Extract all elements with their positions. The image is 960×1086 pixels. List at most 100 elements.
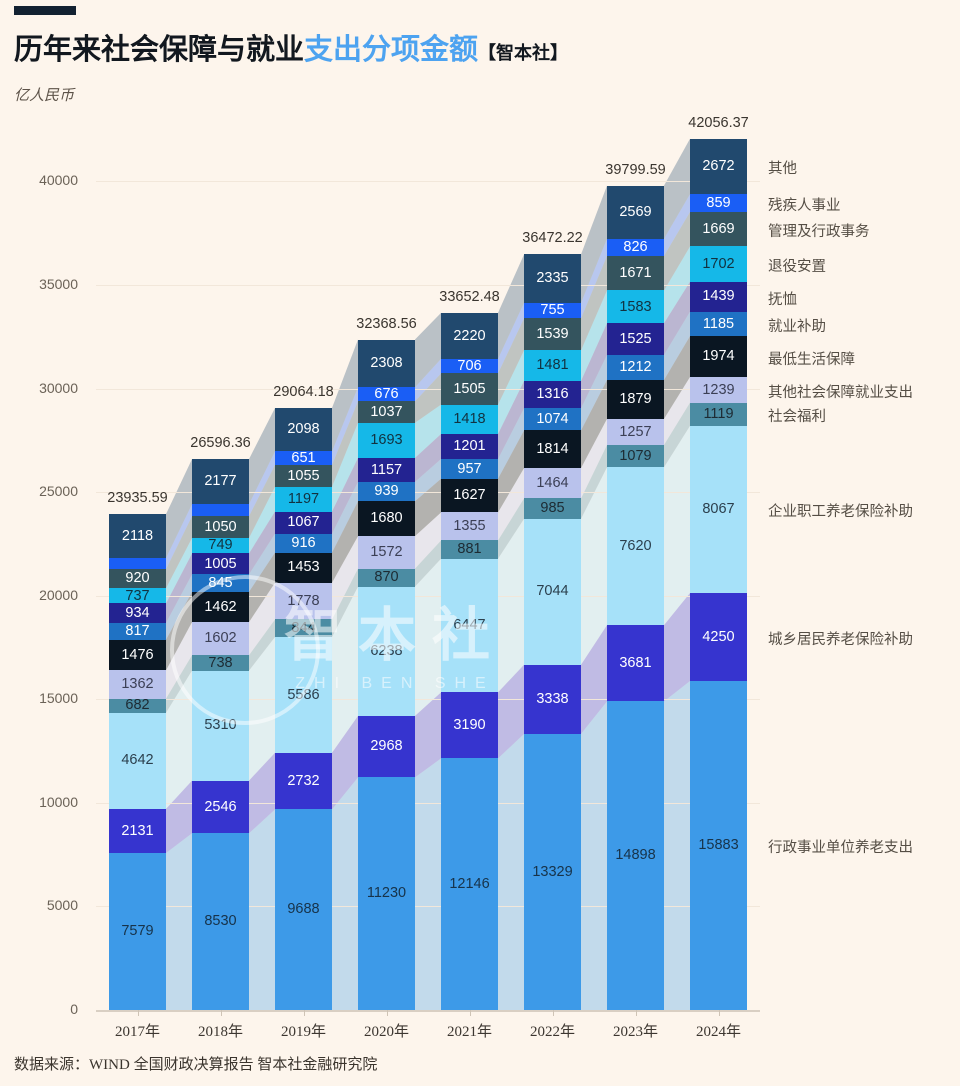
bar-segment[interactable]: 1157: [358, 457, 415, 482]
bar-segment[interactable]: 7044: [524, 518, 581, 665]
bar-segment[interactable]: 676: [358, 387, 415, 402]
bar-segment[interactable]: 817: [109, 622, 166, 640]
bar-segment[interactable]: 870: [358, 568, 415, 587]
bar-segment[interactable]: 1037: [358, 401, 415, 423]
bar-segment[interactable]: 1879: [607, 379, 664, 419]
bar-segment[interactable]: 12146: [441, 758, 498, 1010]
bar-segment[interactable]: 1355: [441, 512, 498, 541]
bar-column[interactable]: 2335 755 1539 1481 1316 1074 1814 1464 985 7044 33…: [524, 254, 581, 1010]
bar-segment[interactable]: 1201: [441, 434, 498, 459]
bar-segment[interactable]: 1185: [690, 311, 747, 337]
bar-segment[interactable]: 1671: [607, 255, 664, 291]
bar-segment[interactable]: 5310: [192, 670, 249, 781]
bar-segment[interactable]: 1702: [690, 246, 747, 282]
bar-segment[interactable]: 5586: [275, 636, 332, 753]
bar-segment[interactable]: 1481: [524, 350, 581, 381]
bar-segment[interactable]: 1439: [690, 281, 747, 312]
bar-segment[interactable]: 1418: [441, 404, 498, 435]
legend-item-3[interactable]: 管理及行政事务: [768, 224, 870, 241]
bar-segment[interactable]: 1005: [192, 553, 249, 575]
bar-segment[interactable]: 2732: [275, 752, 332, 810]
bar-segment[interactable]: 920: [109, 569, 166, 589]
bar-segment[interactable]: 1627: [441, 478, 498, 513]
bar-segment[interactable]: 4250: [690, 592, 747, 681]
bar-segment[interactable]: 4642: [109, 712, 166, 809]
bar-segment[interactable]: 1050: [192, 516, 249, 538]
bar-segment[interactable]: 1453: [275, 552, 332, 583]
bar-segment[interactable]: 682: [109, 698, 166, 713]
bar-segment[interactable]: 2335: [524, 254, 581, 303]
bar-column[interactable]: 2569 826 1671 1583 1525 1212 1879 1257 1079 7620 3…: [607, 185, 664, 1010]
bar-segment[interactable]: 1197: [275, 486, 332, 512]
bar-segment[interactable]: 1316: [524, 380, 581, 409]
bar-segment[interactable]: 881: [441, 540, 498, 559]
bar-segment[interactable]: 8530: [192, 833, 249, 1010]
bar-segment[interactable]: 1583: [607, 290, 664, 324]
bar-segment[interactable]: 6447: [441, 558, 498, 693]
bar-segment[interactable]: 749: [192, 537, 249, 554]
bar-segment[interactable]: 2308: [358, 339, 415, 388]
bar-segment[interactable]: 1974: [690, 336, 747, 377]
bar-segment[interactable]: 3338: [524, 664, 581, 734]
bar-segment[interactable]: [109, 558, 166, 570]
legend-item-9[interactable]: 社会福利: [768, 409, 826, 426]
bar-segment[interactable]: 1212: [607, 354, 664, 380]
bar-segment[interactable]: 2569: [607, 185, 664, 239]
bar-segment[interactable]: 738: [192, 655, 249, 671]
legend-item-4[interactable]: 退役安置: [768, 259, 826, 276]
bar-column[interactable]: 2308 676 1037 1693 1157 939 1680 1572 870 6238 296…: [358, 339, 415, 1010]
bar-segment[interactable]: 7579: [109, 852, 166, 1010]
bar-segment[interactable]: 1778: [275, 582, 332, 620]
bar-segment[interactable]: 737: [109, 588, 166, 604]
bar-segment[interactable]: 651: [275, 451, 332, 465]
legend-item-8[interactable]: 其他社会保障就业支出: [768, 384, 913, 401]
bar-segment[interactable]: 1074: [524, 408, 581, 431]
bar-segment[interactable]: 1257: [607, 418, 664, 445]
bar-segment[interactable]: 3190: [441, 692, 498, 759]
bar-column[interactable]: 2672 859 1669 1702 1439 1185 1974 1239 1119 8067 4…: [690, 138, 747, 1010]
bar-segment[interactable]: 1119: [690, 402, 747, 426]
bar-segment[interactable]: 7620: [607, 467, 664, 626]
bar-segment[interactable]: 939: [358, 481, 415, 502]
bar-segment[interactable]: 1814: [524, 430, 581, 469]
bar-segment[interactable]: [192, 504, 249, 517]
bar-segment[interactable]: 844: [275, 619, 332, 637]
bar-segment[interactable]: 1669: [690, 211, 747, 247]
bar-segment[interactable]: 1539: [524, 318, 581, 351]
legend-item-11[interactable]: 城乡居民养老保险补助: [768, 631, 913, 648]
bar-segment[interactable]: 957: [441, 458, 498, 479]
bar-segment[interactable]: 1476: [109, 639, 166, 671]
bar-segment[interactable]: 2672: [690, 138, 747, 195]
bar-column[interactable]: 2118 920 737 934 817 1476 1362 682 4642 2131 7579: [109, 514, 166, 1010]
bar-column[interactable]: 2098 651 1055 1197 1067 916 1453 1778 844 5586 273…: [275, 407, 332, 1010]
bar-segment[interactable]: 826: [607, 238, 664, 256]
bar-segment[interactable]: 2177: [192, 459, 249, 505]
bar-segment[interactable]: 2118: [109, 514, 166, 559]
bar-segment[interactable]: 1602: [192, 622, 249, 656]
bar-segment[interactable]: 985: [524, 498, 581, 519]
bar-segment[interactable]: 14898: [607, 701, 664, 1010]
legend-item-10[interactable]: 企业职工养老保险补助: [768, 504, 913, 521]
bar-segment[interactable]: 755: [524, 302, 581, 319]
bar-segment[interactable]: 3681: [607, 625, 664, 702]
legend-item-1[interactable]: 其他: [768, 161, 797, 178]
bar-column[interactable]: 2220 706 1505 1418 1201 957 1627 1355 881 6447 319…: [441, 312, 498, 1010]
bar-segment[interactable]: 1572: [358, 536, 415, 569]
bar-segment[interactable]: 1525: [607, 323, 664, 355]
bar-segment[interactable]: 1462: [192, 591, 249, 623]
legend-item-5[interactable]: 抚恤: [768, 291, 797, 308]
bar-segment[interactable]: 13329: [524, 733, 581, 1010]
legend-item-2[interactable]: 残疾人事业: [768, 198, 841, 215]
bar-segment[interactable]: 8067: [690, 425, 747, 593]
bar-segment[interactable]: 2131: [109, 808, 166, 853]
bar-segment[interactable]: 6238: [358, 586, 415, 716]
bar-segment[interactable]: 11230: [358, 777, 415, 1010]
bar-column[interactable]: 2177 1050 749 1005 845 1462 1602 738 5310 2546 853…: [192, 459, 249, 1010]
bar-segment[interactable]: 1505: [441, 373, 498, 405]
bar-segment[interactable]: 1464: [524, 468, 581, 499]
legend-item-7[interactable]: 最低生活保障: [768, 351, 855, 368]
bar-segment[interactable]: 1067: [275, 511, 332, 534]
bar-segment[interactable]: 916: [275, 533, 332, 553]
legend-item-6[interactable]: 就业补助: [768, 318, 826, 335]
bar-segment[interactable]: 859: [690, 194, 747, 212]
